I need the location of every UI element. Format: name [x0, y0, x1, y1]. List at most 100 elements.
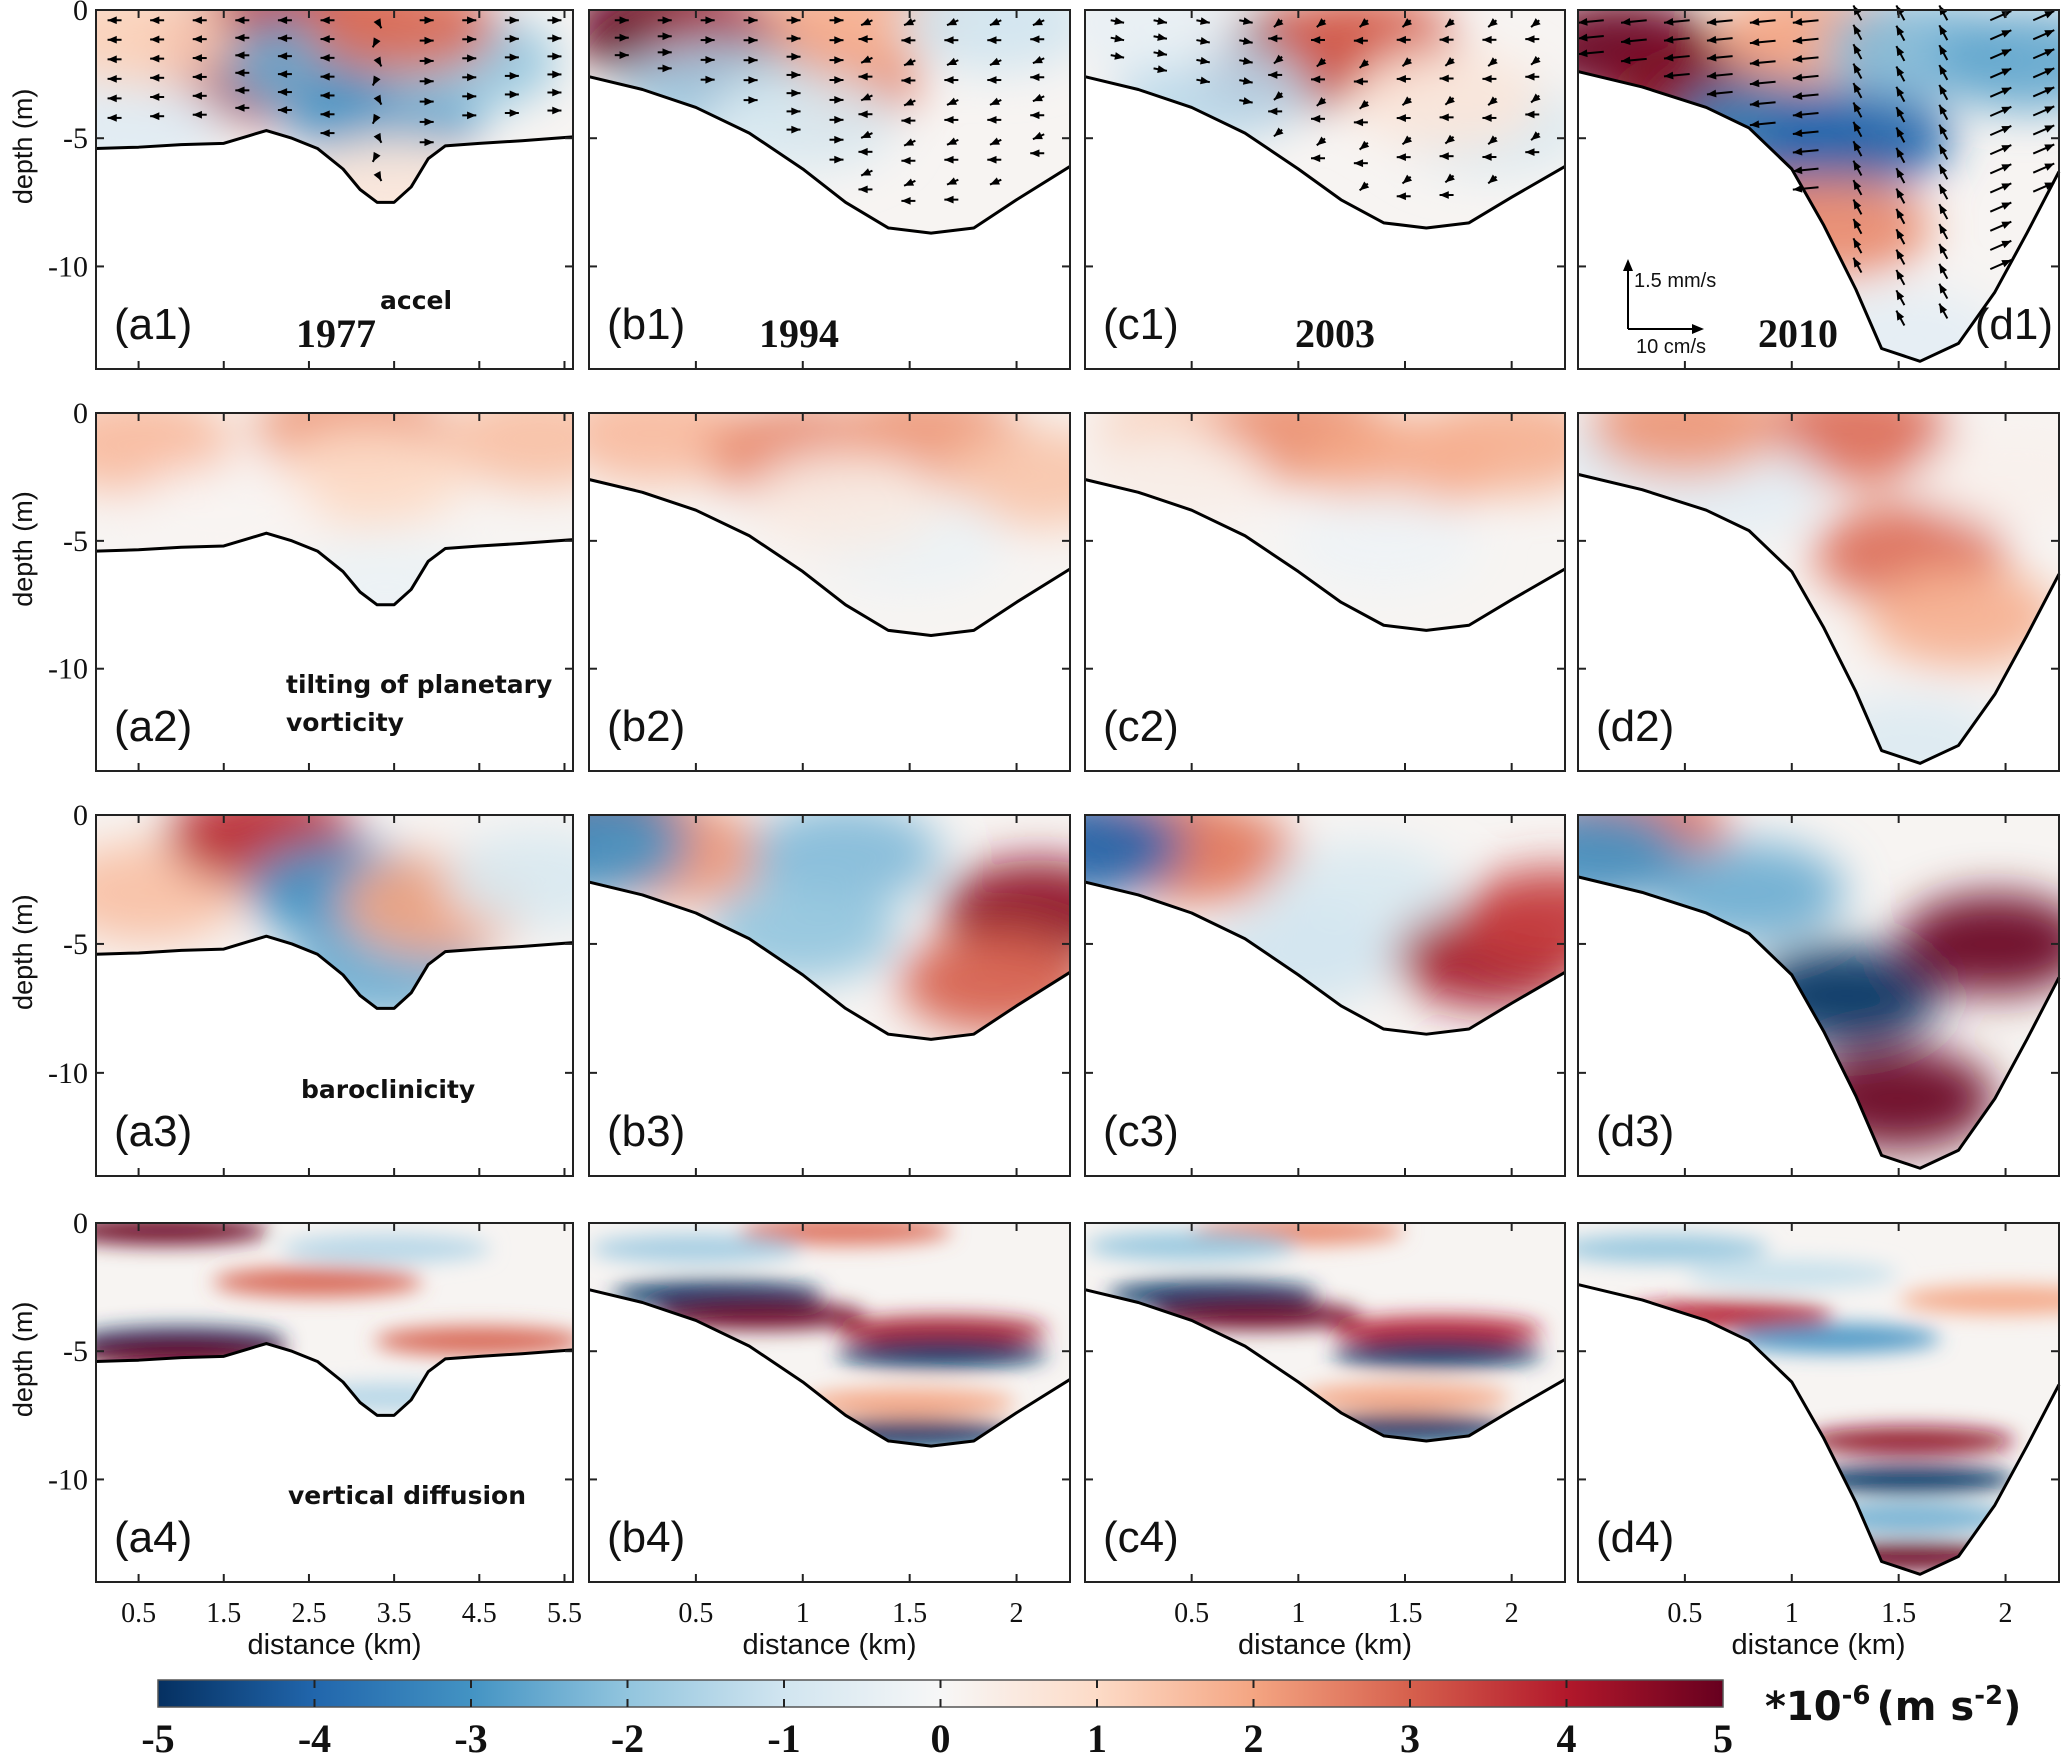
velocity-arrowhead [1396, 75, 1406, 83]
velocity-arrowhead [987, 155, 997, 164]
velocity-arrowhead [150, 16, 160, 25]
field-value-blob [1578, 1234, 1770, 1264]
velocity-arrowhead [1242, 97, 1253, 105]
velocity-arrowhead [1273, 54, 1284, 64]
velocity-arrowhead [1792, 55, 1803, 63]
y-tick-label: -5 [63, 525, 88, 558]
field-value-blob [589, 815, 690, 897]
y-tick-label: -10 [48, 1057, 88, 1090]
arrowhead [1623, 259, 1633, 271]
velocity-arrowhead [1242, 57, 1253, 65]
field-value-blob [1803, 1503, 2016, 1533]
field-value-blob [1759, 413, 1953, 484]
y-tick-label: 0 [73, 397, 88, 430]
velocity-arrowhead [150, 73, 160, 82]
velocity-arrowhead [192, 91, 202, 100]
velocity-arrowhead [834, 76, 844, 84]
panel-label: (a2) [114, 702, 192, 751]
arrowhead [1692, 324, 1704, 334]
panel-b4: 0.5 1 1.5 2 distance (km) (b4) [588, 1222, 1071, 1661]
velocity-arrowhead [2044, 11, 2055, 19]
velocity-arrowhead [1706, 71, 1717, 80]
velocity-arrowhead [1939, 144, 1948, 155]
velocity-arrowhead [1792, 129, 1803, 137]
velocity-arrowhead [944, 36, 954, 45]
velocity-arrowhead [320, 72, 330, 81]
field-value-blob [1898, 893, 2059, 995]
velocity-arrowhead [1032, 93, 1043, 102]
panel-b3: (b3) [588, 814, 1071, 1177]
velocity-arrowhead [107, 35, 117, 44]
velocity-arrowhead [150, 54, 160, 63]
velocity-arrowhead [1273, 18, 1284, 28]
velocity-arrowhead [1792, 92, 1803, 100]
velocity-arrowhead [662, 16, 672, 25]
velocity-arrowhead [1200, 76, 1210, 85]
velocity-arrowhead [944, 195, 954, 204]
velocity-arrowhead [192, 73, 202, 81]
panel-b2: (b2) [588, 412, 1071, 772]
velocity-arrowhead [1396, 35, 1406, 44]
velocity-arrowhead [1853, 257, 1862, 268]
velocity-arrowhead [1353, 159, 1364, 168]
velocity-arrowhead [107, 94, 117, 103]
velocity-arrowhead [2001, 259, 2012, 268]
velocity-arrowhead [987, 115, 997, 124]
velocity-arrowhead [1749, 58, 1760, 67]
x-tick-label: 1 [796, 1598, 810, 1629]
velocity-arrowhead [1939, 243, 1948, 254]
field-value-blob [590, 1234, 802, 1264]
velocity-arrowhead [1525, 148, 1535, 157]
velocity-arrowhead [1439, 74, 1449, 83]
y-axis-label: depth (m) [8, 89, 38, 205]
field-value-blob [1202, 906, 1395, 1008]
field-value-blob [1458, 867, 1565, 969]
velocity-arrowhead [1488, 135, 1498, 145]
velocity-arrowhead [1621, 17, 1631, 26]
velocity-arrowhead [947, 177, 958, 185]
velocity-arrowhead [1749, 79, 1760, 88]
velocity-arrowhead [277, 16, 288, 25]
velocity-arrowhead [1525, 35, 1535, 43]
velocity-arrowhead [861, 168, 872, 176]
velocity-arrowhead [1531, 93, 1541, 103]
velocity-arrowhead [1896, 86, 1905, 97]
year-label: 1977 [296, 311, 376, 356]
velocity-arrowhead [748, 36, 758, 45]
velocity-arrowhead [1439, 113, 1449, 122]
velocity-arrowhead [1402, 96, 1413, 106]
field-value-blob [1331, 1339, 1543, 1369]
velocity-arrowhead [1939, 65, 1948, 76]
colorbar-tick-label: -5 [141, 1716, 174, 1757]
x-tick-label: 3.5 [377, 1598, 412, 1629]
field-b3 [589, 815, 1070, 1040]
year-label: 1994 [759, 311, 839, 356]
velocity-arrowhead [467, 111, 477, 120]
velocity-arrowhead [1749, 120, 1760, 129]
panel-frame [95, 412, 574, 772]
velocity-arrowhead [320, 53, 330, 62]
velocity-arrowhead [424, 97, 434, 106]
velocity-arrowhead [858, 185, 868, 194]
panel-label: (c4) [1103, 1513, 1179, 1562]
velocity-arrowhead [989, 57, 1000, 66]
velocity-arrowhead [1853, 180, 1862, 191]
velocity-arrowhead [235, 103, 245, 112]
velocity-arrowhead [1749, 17, 1760, 26]
velocity-arrowhead [1488, 57, 1498, 67]
panel-frame [95, 9, 574, 370]
velocity-arrowhead [834, 16, 844, 25]
velocity-arrowhead [944, 155, 954, 164]
velocity-arrowhead [1939, 204, 1948, 215]
velocity-arrowhead [1359, 99, 1370, 109]
velocity-arrowhead [373, 18, 382, 29]
velocity-arrowhead [1621, 56, 1631, 65]
panel-label: (d1) [1975, 300, 2053, 349]
term-label: accel [380, 286, 452, 315]
velocity-vectors [107, 16, 562, 182]
colorbar-ticks: -5 -4 -3 -2 -1 0 1 2 3 4 5 [141, 1680, 1733, 1757]
velocity-arrowhead [748, 16, 758, 25]
velocity-arrowhead [901, 76, 911, 85]
velocity-arrowhead [1896, 208, 1905, 219]
velocity-arrowhead [1792, 17, 1803, 26]
